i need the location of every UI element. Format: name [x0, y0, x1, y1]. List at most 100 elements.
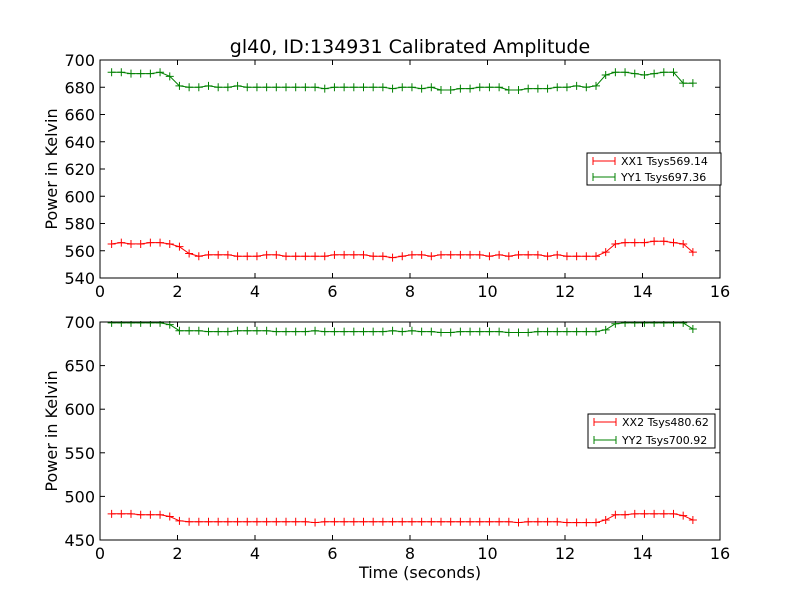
data-point-marker	[282, 83, 290, 92]
y-tick-label: 540	[64, 269, 95, 288]
data-point-marker	[582, 252, 591, 261]
data-point-marker	[214, 83, 223, 92]
data-point-marker	[485, 327, 494, 336]
data-point-marker	[553, 83, 562, 92]
data-point-marker	[194, 83, 203, 92]
data-point-marker	[446, 85, 455, 94]
data-point-marker	[107, 239, 116, 248]
data-point-marker	[194, 326, 203, 335]
data-point-marker	[340, 250, 349, 259]
data-point-marker	[223, 250, 232, 259]
data-point-marker	[456, 250, 465, 259]
data-point-marker	[214, 517, 223, 526]
legend-swatch-marker	[592, 157, 616, 165]
data-point-marker	[136, 69, 145, 78]
data-point-marker	[252, 326, 261, 335]
data-point-marker	[340, 83, 349, 92]
legend: XX2 Tsys480.62 YY2 Tsys700.92	[587, 413, 716, 449]
data-point-marker	[175, 326, 184, 335]
data-point-marker	[311, 83, 320, 92]
data-point-marker	[272, 250, 281, 259]
data-point-marker	[446, 328, 455, 337]
data-point-marker	[330, 83, 339, 92]
data-point-marker	[349, 83, 358, 92]
data-point-marker	[262, 250, 271, 259]
data-point-marker	[572, 518, 581, 527]
data-point-marker	[562, 83, 571, 92]
data-point-marker	[301, 517, 310, 526]
data-point-marker	[543, 84, 552, 93]
data-point-marker	[475, 250, 484, 259]
data-point-marker	[291, 252, 300, 261]
data-point-marker	[272, 327, 281, 336]
data-point-marker	[679, 79, 688, 88]
data-point-marker	[611, 321, 620, 328]
data-point-marker	[543, 327, 552, 336]
data-point-marker	[282, 327, 290, 336]
data-point-marker	[659, 68, 668, 77]
data-point-marker	[156, 68, 165, 77]
data-point-marker	[485, 83, 494, 92]
data-point-marker	[679, 321, 688, 327]
data-point-marker	[592, 327, 600, 336]
data-point-marker	[146, 238, 155, 247]
data-point-marker	[495, 517, 504, 526]
data-point-marker	[340, 517, 349, 526]
data-point-marker	[127, 509, 135, 518]
data-point-marker	[107, 509, 116, 518]
data-point-marker	[446, 517, 455, 526]
x-tick-label: 6	[327, 544, 337, 563]
data-point-marker	[601, 70, 610, 79]
data-point-marker	[407, 250, 416, 259]
data-point-marker	[282, 517, 290, 526]
data-point-marker	[175, 81, 184, 90]
legend: XX1 Tsys569.14 YY1 Tsys697.36	[586, 152, 722, 186]
data-point-marker	[437, 517, 445, 526]
data-point-marker	[369, 517, 378, 526]
data-point-marker	[456, 517, 465, 526]
data-point-marker	[165, 512, 174, 521]
data-point-marker	[437, 250, 445, 259]
legend-swatch-marker	[592, 173, 616, 181]
data-point-marker	[407, 517, 416, 526]
data-point-marker	[446, 250, 455, 259]
data-point-marker	[311, 326, 320, 335]
legend-entry-label: XX2 Tsys480.62	[622, 416, 709, 429]
subplot-2: 0 2 4 6 8 10 12 14 16 450 500 550 600 650 700 Power in …	[42, 313, 730, 582]
data-point-marker	[330, 327, 339, 336]
data-point-marker	[291, 83, 300, 92]
data-point-marker	[533, 84, 542, 93]
y-tick-label: 500	[64, 487, 95, 506]
data-point-marker	[146, 510, 155, 519]
plot-data	[107, 321, 697, 527]
data-point-marker	[514, 250, 523, 259]
data-point-marker	[243, 252, 252, 261]
data-point-marker	[117, 321, 126, 327]
data-point-marker	[291, 517, 300, 526]
data-point-marker	[572, 252, 581, 261]
data-point-marker	[369, 83, 378, 92]
data-point-marker	[117, 238, 126, 247]
data-point-marker	[175, 516, 184, 525]
data-point-marker	[688, 515, 697, 524]
data-point-marker	[233, 326, 242, 335]
x-tick-label: 12	[555, 544, 575, 563]
data-point-marker	[378, 327, 387, 336]
plot-data	[107, 68, 697, 262]
data-point-marker	[533, 517, 542, 526]
legend-entry-label: XX1 Tsys569.14	[621, 155, 708, 168]
legend-entry-label: YY2 Tsys700.92	[621, 434, 707, 447]
data-point-marker	[185, 249, 194, 258]
data-point-marker	[485, 517, 494, 526]
data-point-marker	[524, 517, 533, 526]
data-point-marker	[630, 509, 639, 518]
data-point-marker	[291, 327, 300, 336]
data-point-marker	[514, 518, 523, 527]
y-tick-label: 580	[64, 215, 95, 234]
data-point-marker	[553, 250, 562, 259]
x-tick-label: 8	[405, 282, 415, 301]
data-point-marker	[378, 517, 387, 526]
data-point-marker	[495, 250, 504, 259]
data-point-marker	[185, 83, 194, 92]
